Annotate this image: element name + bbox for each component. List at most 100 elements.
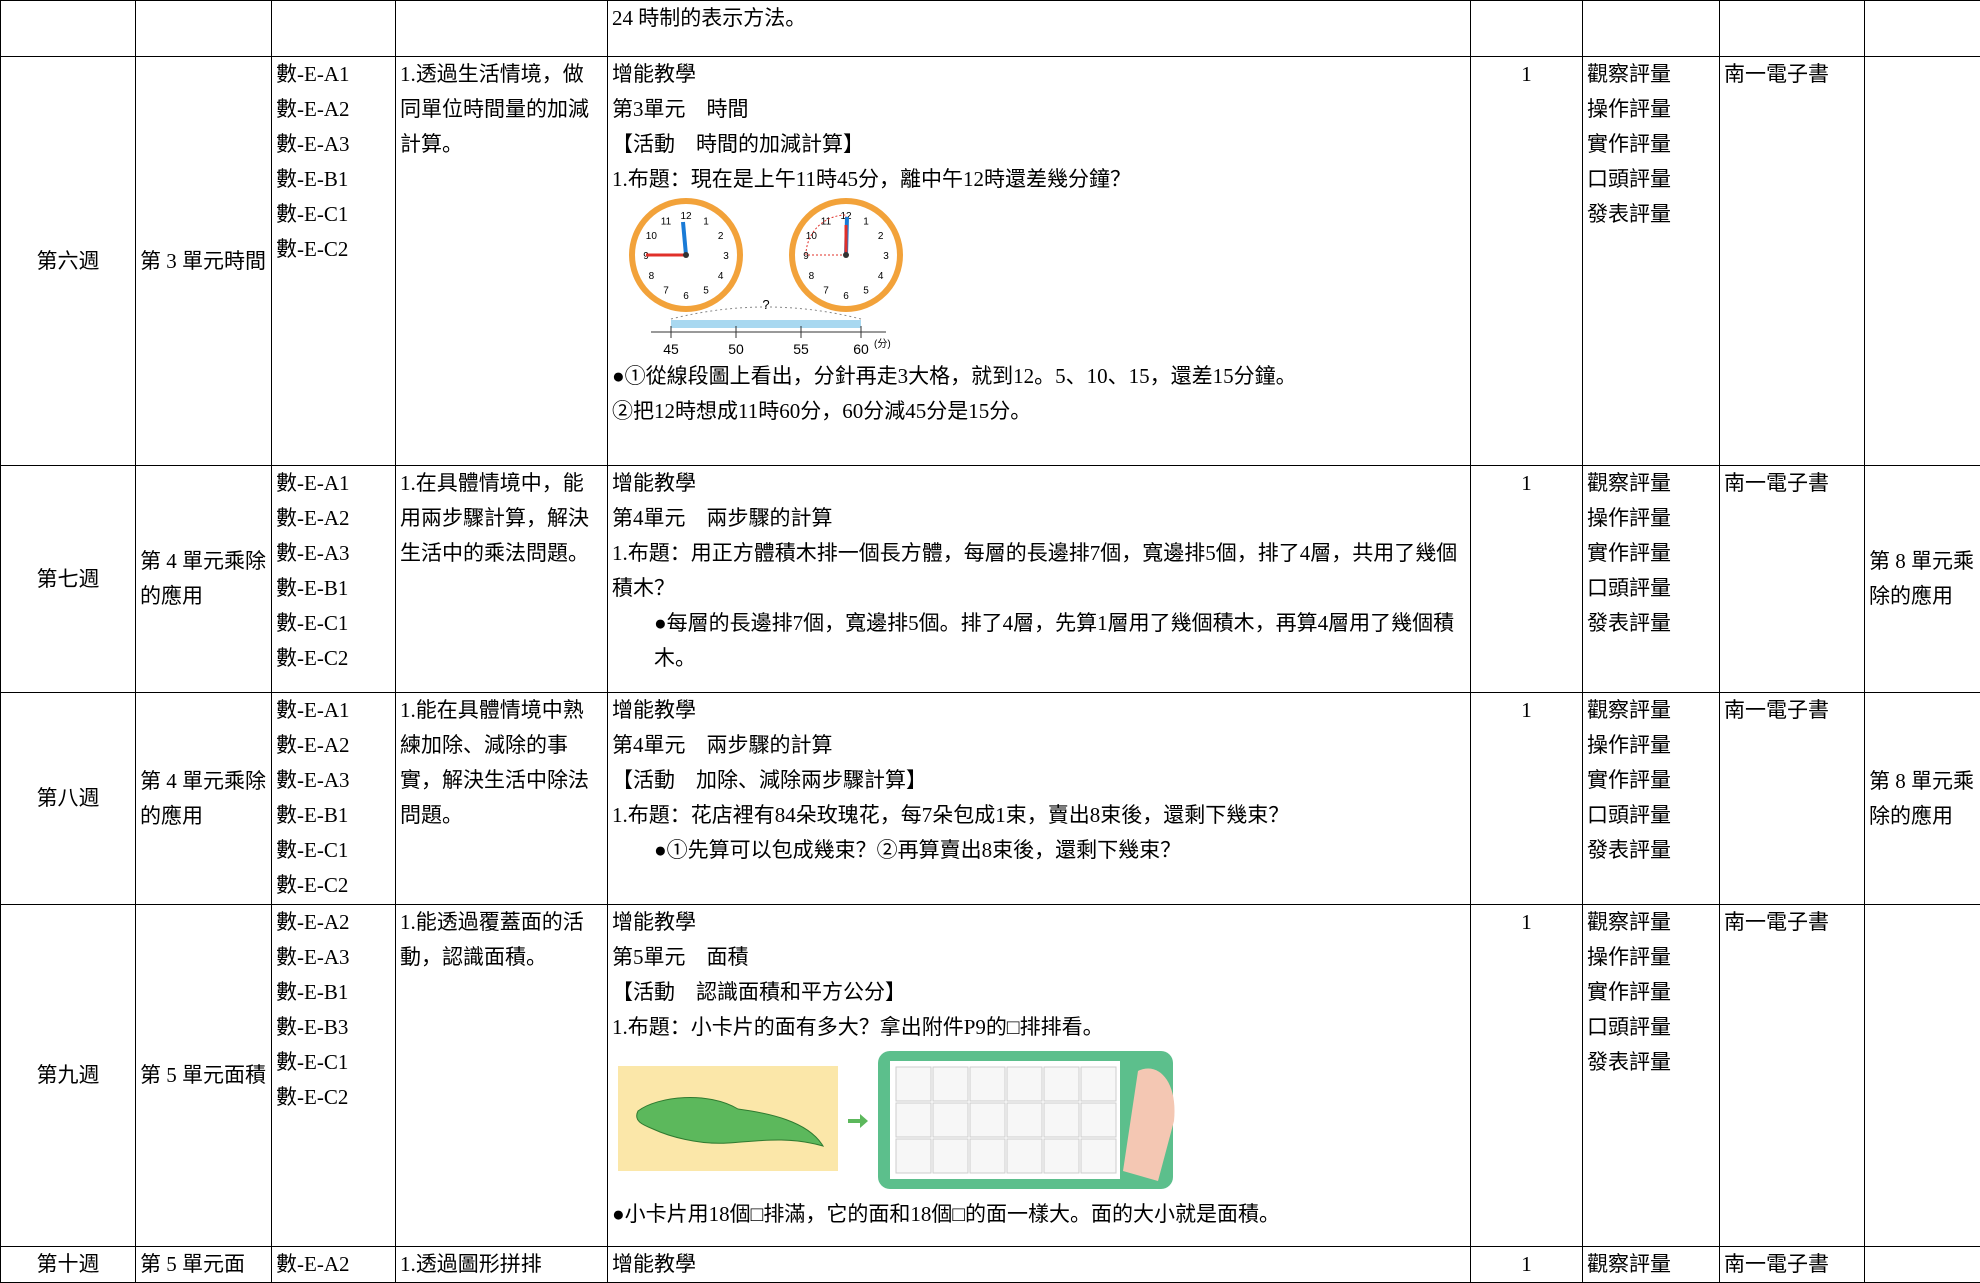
unit: 第 4 單元乘除的應用 xyxy=(140,544,267,614)
text-line: 數-E-A2 xyxy=(276,92,391,127)
clock-numeral: 1 xyxy=(863,216,869,227)
unit-label: (分) xyxy=(874,338,891,350)
unit: 第 3 單元時間 xyxy=(140,244,267,279)
text-line: 數-E-A3 xyxy=(276,763,391,798)
question-mark: ? xyxy=(762,297,769,312)
periods: 1 xyxy=(1475,57,1578,92)
clock-numeral: 7 xyxy=(663,286,669,297)
text-line: 數-E-C1 xyxy=(276,1045,391,1080)
content-cell: 增能教學第5單元 面積【活動 認識面積和平方公分】1.布題：小卡片的面有多大？拿… xyxy=(608,905,1471,1247)
unit-square xyxy=(1044,1067,1079,1101)
notes-cell: 第 8 單元乘除的應用 xyxy=(1865,693,1980,905)
text-line: 數-E-C1 xyxy=(276,833,391,868)
periods: 1 xyxy=(1475,693,1578,728)
week: 第十週 xyxy=(5,1247,131,1282)
week: 第八週 xyxy=(5,781,131,816)
unit-cell xyxy=(136,1,272,57)
clock-numeral: 6 xyxy=(683,291,689,302)
text-line: 【活動 加除、減除兩步驟計算】 xyxy=(612,763,1466,798)
unit-square xyxy=(1044,1139,1079,1173)
clock-numeral: 8 xyxy=(649,271,655,282)
objective-cell: 1.能在具體情境中熟練加除、減除的事實，解決生活中除法問題。 xyxy=(396,693,608,905)
figure xyxy=(618,1051,1466,1189)
objective-cell: 1.透過生活情境，做同單位時間量的加減計算。 xyxy=(396,57,608,466)
week-cell xyxy=(1,1,136,57)
objective: 1.在具體情境中，能用兩步驟計算，解決生活中的乘法問題。 xyxy=(400,466,603,571)
objective-cell xyxy=(396,1,608,57)
text-line: 數-E-A1 xyxy=(276,57,391,92)
notes-cell xyxy=(1865,1,1980,57)
periods-cell: 1 xyxy=(1471,466,1583,693)
text-line: 數-E-C2 xyxy=(276,232,391,267)
week: 第七週 xyxy=(5,562,131,597)
text-line: 發表評量 xyxy=(1587,833,1715,868)
unit-square xyxy=(1007,1103,1042,1137)
week-cell: 第七週 xyxy=(1,466,136,693)
clock-numeral: 11 xyxy=(661,216,672,227)
text-line: 24 時制的表示方法。 xyxy=(612,1,1466,36)
text-line: 發表評量 xyxy=(1587,197,1715,232)
unit-square xyxy=(896,1103,931,1137)
clock-numeral: 12 xyxy=(680,211,692,222)
arrow xyxy=(848,1114,868,1128)
unit-square xyxy=(933,1139,968,1173)
unit-cell: 第 4 單元乘除的應用 xyxy=(136,466,272,693)
unit-square xyxy=(896,1139,931,1173)
table-row: 24 時制的表示方法。 xyxy=(1,1,1980,57)
unit-square xyxy=(1007,1139,1042,1173)
resources: 南一電子書 xyxy=(1724,57,1860,92)
text-line: 【活動 時間的加減計算】 xyxy=(612,127,1466,162)
text-line: 口頭評量 xyxy=(1587,571,1715,606)
clock-numeral: 10 xyxy=(806,231,818,242)
text-line: 增能教學 xyxy=(612,466,1466,501)
content-cell: 增能教學第3單元 時間【活動 時間的加減計算】1.布題：現在是上午11時45分，… xyxy=(608,57,1471,466)
text-line: 數-E-A3 xyxy=(276,940,391,975)
unit-square xyxy=(970,1139,1005,1173)
notes-cell: 第 8 單元乘除的應用 xyxy=(1865,466,1980,693)
text-line: 口頭評量 xyxy=(1587,1010,1715,1045)
resources-cell: 南一電子書 xyxy=(1720,466,1865,693)
text-line: 數-E-B1 xyxy=(276,798,391,833)
text-line: 數-E-A2 xyxy=(276,501,391,536)
text-line: ●①從線段圖上看出，分針再走3大格，就到12。5、10、15，還差15分鐘。 xyxy=(612,359,1466,394)
text-line: 第4單元 兩步驟的計算 xyxy=(612,728,1466,763)
text-line: 實作評量 xyxy=(1587,763,1715,798)
area-figure xyxy=(618,1051,1178,1189)
text-line: 數-E-C1 xyxy=(276,606,391,641)
assessment-cell: 觀察評量操作評量實作評量口頭評量發表評量 xyxy=(1583,57,1720,466)
resources: 南一電子書 xyxy=(1724,905,1860,940)
week-cell: 第六週 xyxy=(1,57,136,466)
text-line: 數-E-B1 xyxy=(276,975,391,1010)
text-line: 數-E-A2 xyxy=(276,1247,391,1282)
tick-label: 45 xyxy=(663,341,679,357)
week-cell: 第九週 xyxy=(1,905,136,1247)
clock-numeral: 1 xyxy=(703,216,709,227)
unit-square xyxy=(1007,1067,1042,1101)
periods: 1 xyxy=(1475,1247,1578,1282)
text-line: 數-E-A3 xyxy=(276,536,391,571)
text-line: 1.布題：小卡片的面有多大？拿出附件P9的□排排看。 xyxy=(612,1010,1466,1045)
codes-cell: 數-E-A2 xyxy=(272,1247,396,1283)
clock-center xyxy=(683,252,689,258)
text-line: 實作評量 xyxy=(1587,127,1715,162)
text-line: 口頭評量 xyxy=(1587,798,1715,833)
text-line: 觀察評量 xyxy=(1587,1247,1715,1282)
resources-cell xyxy=(1720,1,1865,57)
notes: 第 8 單元乘除的應用 xyxy=(1869,764,1976,834)
text-line: ②把12時想成11時60分，60分減45分是15分。 xyxy=(612,394,1466,429)
text-line: 觀察評量 xyxy=(1587,57,1715,92)
objective: 1.透過圖形拼排 xyxy=(400,1247,603,1282)
text-line: 增能教學 xyxy=(612,905,1466,940)
unit-square xyxy=(1081,1139,1116,1173)
text-line: 數-E-B3 xyxy=(276,1010,391,1045)
text-line: 1.布題：用正方體積木排一個長方體，每層的長邊排7個，寬邊排5個，排了4層，共用… xyxy=(612,536,1466,606)
periods-cell: 1 xyxy=(1471,1247,1583,1283)
resources: 南一電子書 xyxy=(1724,693,1860,728)
